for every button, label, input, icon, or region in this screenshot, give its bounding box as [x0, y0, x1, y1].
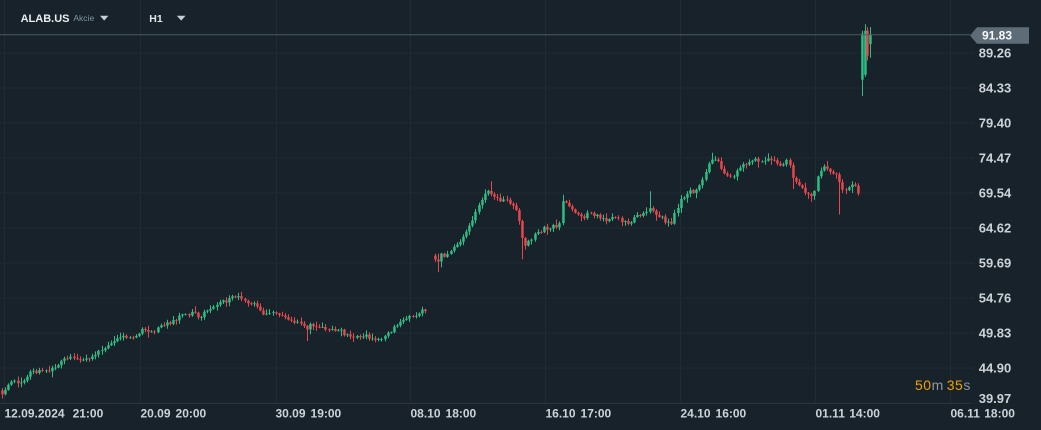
svg-text:74.47: 74.47	[979, 151, 1012, 166]
svg-text:54.76: 54.76	[979, 291, 1012, 306]
svg-text:84.33: 84.33	[979, 81, 1012, 96]
svg-text:69.54: 69.54	[979, 186, 1012, 201]
svg-text:91.83: 91.83	[982, 29, 1012, 43]
svg-text:39.97: 39.97	[979, 391, 1012, 406]
svg-text:59.69: 59.69	[979, 256, 1012, 271]
svg-text:Akcie: Akcie	[73, 13, 94, 23]
svg-text:79.40: 79.40	[979, 116, 1012, 131]
svg-text:89.26: 89.26	[979, 46, 1012, 61]
svg-text:64.62: 64.62	[979, 221, 1012, 236]
svg-text:49.83: 49.83	[979, 326, 1012, 341]
svg-text:H1: H1	[149, 13, 163, 25]
svg-text:ALAB.US: ALAB.US	[21, 13, 70, 25]
svg-text:44.90: 44.90	[979, 361, 1012, 376]
